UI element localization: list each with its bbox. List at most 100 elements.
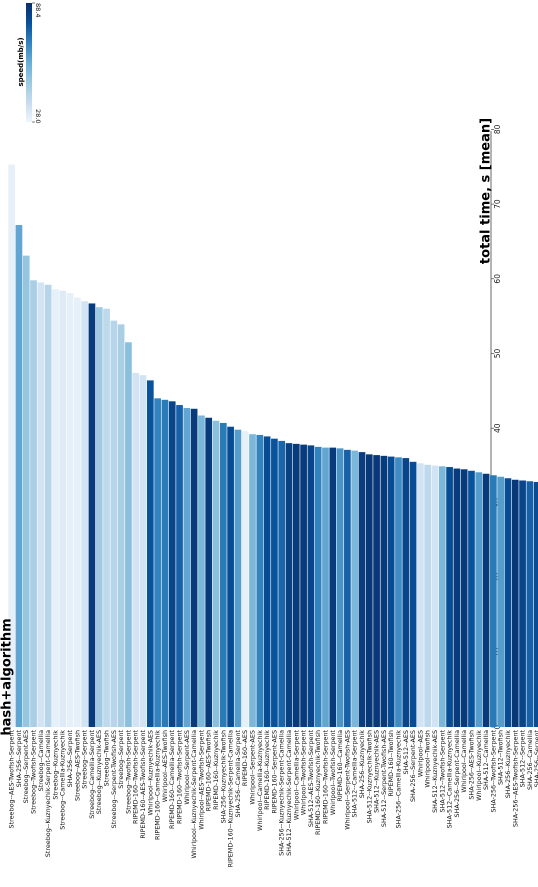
category-label: Whirlpool--Serpent-AES: [249, 730, 257, 805]
bar: [482, 473, 490, 727]
bar: [431, 465, 439, 727]
category-label: Whirlpool--Serpent-AES: [183, 730, 191, 805]
category-label: RIPEMD-160--Kuznyechik-Twofish: [314, 730, 322, 835]
category-label: RIPEMD-160--AES-Twofish: [205, 730, 213, 811]
category-label: SHA-512--AES: [402, 730, 410, 775]
category-label: SHA-256--Serpent: [533, 730, 538, 788]
category-label: Streebog--Kuznyechik-Serpent-Camellia: [44, 730, 52, 857]
bar: [241, 431, 249, 727]
category-label: RIPEMD-160--AES-Twofish-Serpent: [139, 730, 147, 839]
bar: [329, 447, 337, 727]
bar: [292, 443, 300, 727]
bar: [52, 289, 59, 727]
category-label: RIPEMD-160--Twofish: [387, 730, 395, 797]
bar: [438, 466, 446, 727]
bar: [59, 290, 67, 727]
bar: [519, 480, 526, 727]
category-label: Streebog--Twofish-Serpent: [30, 730, 38, 814]
category-label: SHA-256--Kuznyechik-Serpent-Camellia: [278, 730, 286, 856]
bar: [198, 415, 205, 727]
bar: [271, 438, 278, 727]
bar: [22, 255, 30, 727]
bar: [8, 164, 15, 727]
category-label: Streebog--Serpent-Twofish-AES: [110, 730, 118, 828]
bar: [504, 478, 512, 727]
colorbar-gradient: [26, 3, 32, 122]
value-tick-label: 40: [493, 423, 502, 433]
category-label: SHA-512--Kuznyechik-Twofish: [365, 730, 373, 823]
bar: [66, 292, 74, 727]
category-label: SHA-256--Twofish-Serpent: [489, 730, 497, 813]
bar: [44, 284, 52, 727]
category-label: SHA-512--Twofish: [497, 730, 505, 785]
category-label: SHA-256--Serpent-Camellia: [453, 730, 461, 818]
bar: [212, 420, 220, 727]
bar: [234, 429, 242, 727]
category-label: SHA-512--Kuznyechik-Serpent-Camellia: [285, 730, 293, 856]
category-label: Whirlpool--Kuznyechik-Serpent-Camellia: [190, 730, 198, 859]
bar: [468, 470, 475, 727]
category-label: Whirlpool--Twofish: [424, 730, 432, 788]
bar: [351, 450, 359, 727]
bar: [336, 448, 344, 727]
bar: [300, 444, 307, 727]
bar: [183, 408, 191, 727]
category-label: RIPEMD-160--Camellia-Kuznyechik: [154, 730, 162, 840]
category-label: SHA-512--Camellia: [482, 730, 490, 790]
value-tick-label: 80: [493, 124, 502, 134]
bar: [526, 481, 534, 727]
bar: [453, 468, 461, 727]
category-label: SHA-256--Camellia: [526, 730, 534, 790]
bar: [490, 475, 497, 727]
bar: [446, 467, 453, 727]
category-label: SHA-512--Camellia-Kuznyechik: [446, 730, 454, 829]
bar: [409, 461, 417, 727]
category-label: SHA-512--Camellia-Serpent: [351, 730, 359, 818]
category-label: Streebog--AES-Twofish-Serpent: [8, 730, 16, 829]
category-label: SHA-512--Kuznyechik-AES: [373, 730, 381, 813]
category-label: SHA-256--Camellia-Serpent: [234, 730, 242, 818]
colorbar-min-label: 28.0: [34, 109, 42, 123]
bar: [285, 443, 293, 727]
bar: [307, 445, 315, 727]
category-label: Whirlpool--Kuznyechik: [475, 730, 483, 801]
value-tick-label: 50: [493, 349, 502, 359]
value-tick-label: 60: [493, 274, 502, 284]
bars: [8, 164, 538, 728]
bar: [511, 479, 519, 727]
bar: [176, 405, 183, 727]
category-axis-title: hash+algorithm: [0, 618, 15, 735]
category-label: RIPEMD-160--AES: [241, 730, 249, 786]
category-label: RIPEMD-160--Camellia-Serpent: [168, 730, 176, 830]
bar: [263, 436, 271, 727]
bar: [205, 417, 213, 727]
category-label: SHA-256--Serpent-AES: [409, 730, 417, 802]
category-label: Streebog--Serpent: [117, 730, 125, 789]
category-label: Whirlpool--AES-Twofish: [161, 730, 169, 802]
bar: [95, 307, 103, 727]
category-label: Whirlpool--Serpent-Twofish-AES: [343, 730, 351, 830]
bar: [168, 401, 176, 727]
bar: [373, 455, 380, 727]
category-label: RIPEMD-160--Kuznyechik: [263, 730, 271, 810]
category-label: SHA-512--Twofish-Serpent: [438, 730, 446, 813]
category-label: SHA-512--Serpent-Twofish-AES: [380, 730, 388, 827]
colorbar-max-label: 88.4: [34, 3, 42, 17]
value-axis-title: total time, s [mean]: [479, 118, 494, 264]
category-label: RIPEMD-160--Twofish-Serpent: [176, 730, 184, 825]
bar: [475, 472, 483, 727]
bar: [146, 380, 154, 727]
category-label: Whirlpool--AES-Twofish-Serpent: [197, 730, 205, 830]
value-tick-label: 70: [493, 199, 502, 209]
bar: [256, 434, 264, 727]
category-label: Streebog--Kuznyechik-AES: [95, 730, 103, 814]
bar: [402, 458, 410, 727]
category-label: SHA-256--Serpent: [15, 730, 23, 788]
category-label: SHA-512--AES-Twofish-Serpent: [307, 730, 315, 828]
bar: [117, 324, 125, 727]
category-label: RIPEMD-160--Twofish-Serpent: [321, 730, 329, 825]
category-label: SHA-256--Kuznyechik: [504, 730, 512, 799]
category-label: Whirlpool--Twofish-Serpent: [300, 730, 308, 816]
bar: [358, 452, 366, 727]
bar: [322, 447, 329, 727]
